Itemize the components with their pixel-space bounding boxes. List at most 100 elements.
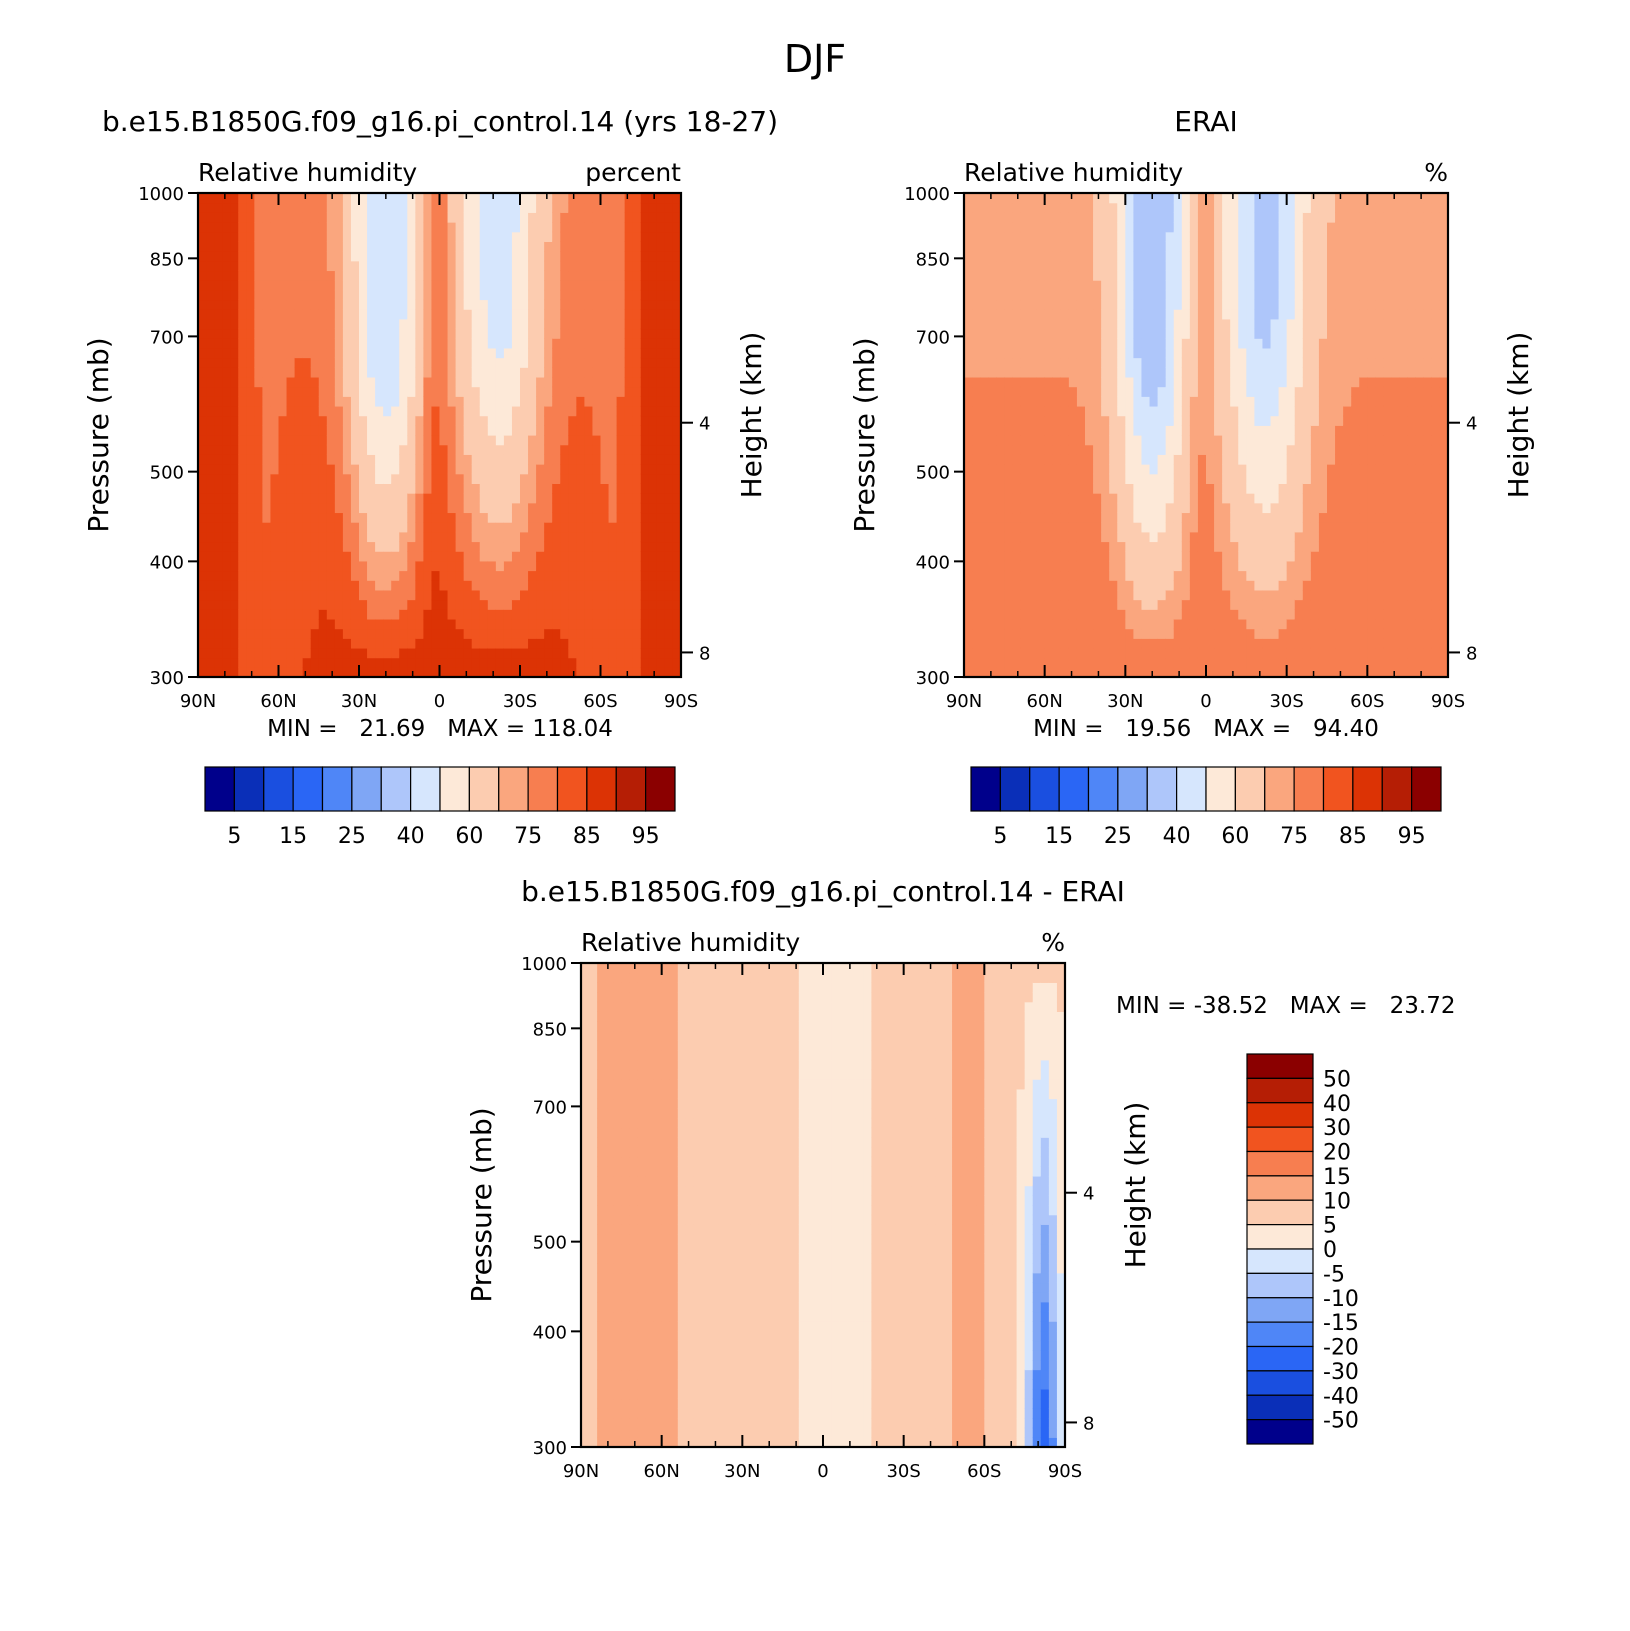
field-cell: [504, 600, 513, 610]
field-cell: [609, 483, 618, 493]
field-cell: [496, 251, 505, 261]
field-cell: [423, 551, 432, 561]
field-cell: [972, 203, 981, 213]
field-cell: [520, 619, 529, 629]
field-cell: [1012, 203, 1021, 213]
field-cell: [367, 503, 376, 513]
field-cell: [440, 522, 449, 532]
field-cell: [1230, 435, 1239, 445]
field-cell: [1053, 261, 1062, 271]
field-cell: [1206, 396, 1215, 406]
field-cell: [633, 503, 642, 513]
field-cell: [335, 541, 344, 551]
field-cell: [270, 377, 279, 387]
field-cell: [964, 435, 973, 445]
field-cell: [246, 648, 255, 658]
field-cell: [1020, 512, 1029, 522]
field-cell: [964, 503, 973, 513]
field-cell: [206, 203, 215, 213]
field-cell: [343, 445, 352, 455]
field-cell: [592, 425, 601, 435]
field-cell: [552, 483, 561, 493]
field-cell: [431, 609, 440, 619]
field-cell: [625, 609, 634, 619]
field-cell: [1174, 299, 1183, 309]
field-cell: [480, 270, 489, 280]
field-cell: [1174, 571, 1183, 581]
field-cell: [641, 551, 650, 561]
field-cell: [198, 309, 207, 319]
field-cell: [1012, 338, 1021, 348]
field-cell: [1125, 251, 1134, 261]
field-cell: [431, 367, 440, 377]
field-cell: [279, 222, 288, 232]
field-cell: [311, 493, 320, 503]
field-cell: [512, 387, 521, 397]
field-cell: [536, 416, 545, 426]
field-cell: [1109, 309, 1118, 319]
field-cell: [1174, 512, 1183, 522]
field-cell: [584, 406, 593, 416]
field-cell: [617, 503, 626, 513]
field-cell: [1182, 270, 1191, 280]
field-cell: [1254, 212, 1263, 222]
field-cell: [1101, 551, 1110, 561]
field-cell: [552, 464, 561, 474]
field-cell: [359, 406, 368, 416]
field-cell: [456, 600, 465, 610]
field-cell: [972, 474, 981, 484]
field-cell: [1150, 600, 1159, 610]
field-cell: [657, 348, 666, 358]
field-cell: [1254, 503, 1263, 513]
field-cell: [287, 464, 296, 474]
field-cell: [1012, 270, 1021, 280]
field-cell: [343, 222, 352, 232]
field-cell: [568, 512, 577, 522]
field-cell: [601, 261, 610, 271]
field-cell: [504, 464, 513, 474]
field-cell: [1077, 571, 1086, 581]
field-cell: [576, 348, 585, 358]
field-cell: [1182, 590, 1191, 600]
field-cell: [270, 329, 279, 339]
field-cell: [1012, 290, 1021, 300]
field-cell: [1053, 425, 1062, 435]
field-cell: [343, 193, 352, 203]
field-cell: [496, 348, 505, 358]
field-cell: [552, 600, 561, 610]
field-cell: [456, 580, 465, 590]
field-cell: [560, 600, 569, 610]
field-cell: [359, 261, 368, 271]
field-cell: [1190, 580, 1199, 590]
field-cell: [1222, 222, 1231, 232]
field-cell: [1158, 193, 1167, 203]
field-cell: [246, 503, 255, 513]
field-cell: [657, 522, 666, 532]
field-cell: [1029, 474, 1038, 484]
field-cell: [206, 590, 215, 600]
field-cell: [1238, 222, 1247, 232]
field-cell: [1125, 609, 1134, 619]
field-cell: [1125, 290, 1134, 300]
field-cell: [504, 377, 513, 387]
field-cell: [335, 493, 344, 503]
field-cell: [254, 241, 263, 251]
field-cell: [431, 406, 440, 416]
field-cell: [222, 541, 231, 551]
field-cell: [343, 600, 352, 610]
field-cell: [1254, 280, 1263, 290]
field-cell: [1101, 435, 1110, 445]
field-cell: [399, 638, 408, 648]
field-cell: [1182, 454, 1191, 464]
field-cell: [1150, 358, 1159, 368]
field-cell: [1190, 600, 1199, 610]
field-cell: [367, 270, 376, 280]
field-cell: [1238, 445, 1247, 455]
field-cell: [1246, 358, 1255, 368]
field-cell: [988, 387, 997, 397]
field-cell: [1158, 251, 1167, 261]
field-cell: [1174, 377, 1183, 387]
field-cell: [431, 541, 440, 551]
field-cell: [1077, 280, 1086, 290]
field-cell: [1198, 377, 1207, 387]
